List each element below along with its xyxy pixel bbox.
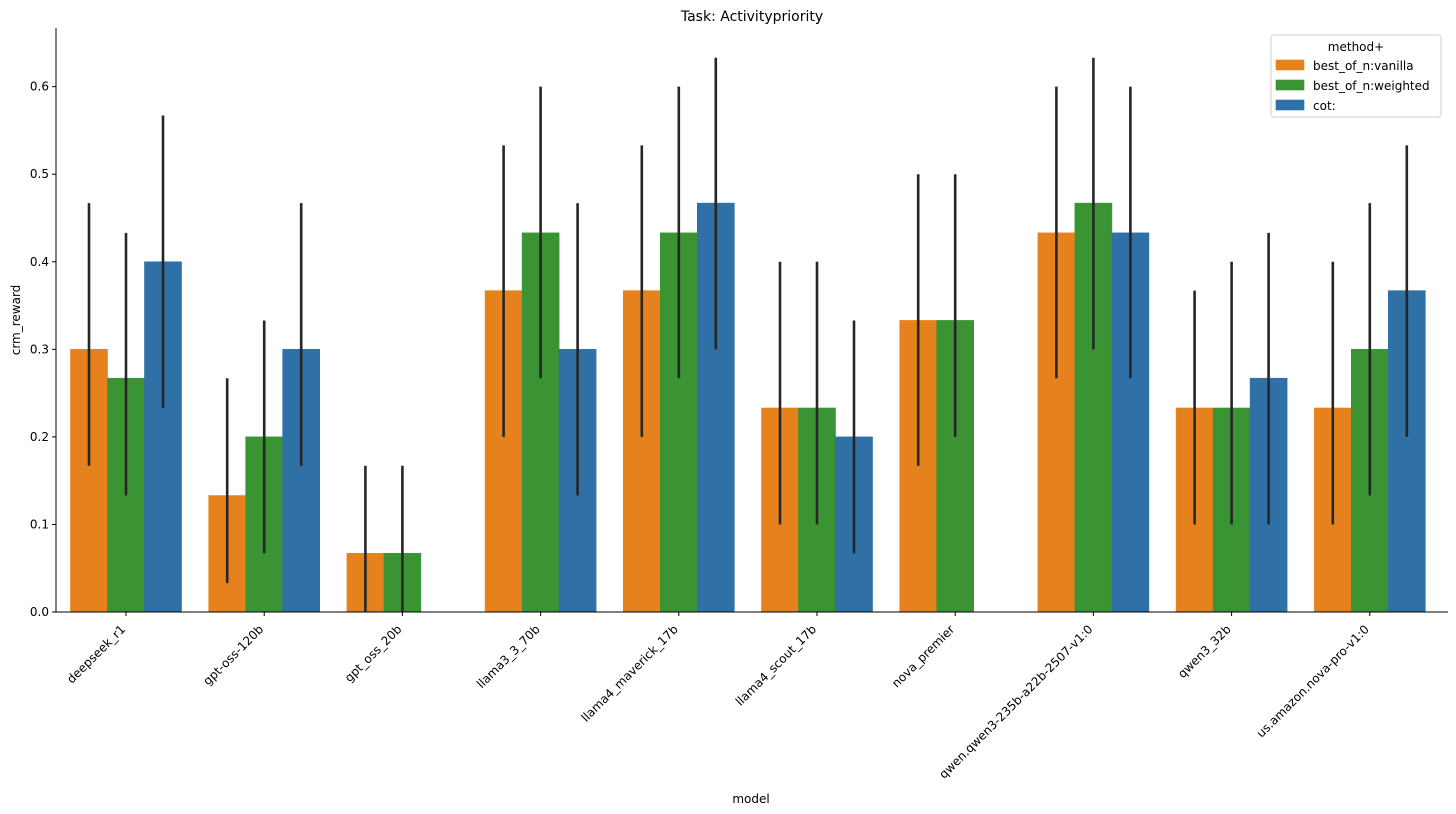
x-tick-label: deepseek_r1 xyxy=(64,622,128,686)
y-tick-label: 0.2 xyxy=(30,430,49,444)
legend: method+ best_of_n:vanilla best_of_n:weight… xyxy=(1270,34,1442,118)
x-tick-label: llama4_scout_17b xyxy=(733,622,819,708)
y-axis: 0.0 0.1 0.2 0.3 0.4 0.5 0.6 xyxy=(30,28,57,619)
legend-swatch xyxy=(1275,59,1305,71)
x-axis-label: model xyxy=(732,792,769,806)
x-tick-label: gpt_oss_20b xyxy=(342,622,405,685)
y-tick-label: 0.5 xyxy=(30,167,49,181)
y-axis-label: crm_reward xyxy=(9,285,23,356)
x-tick-label: us.amazon.nova-pro-v1:0 xyxy=(1254,622,1372,740)
x-tick-label: nova_premier xyxy=(889,622,957,690)
x-tick-label: llama3_3_70b xyxy=(474,622,543,691)
x-tick-label: gpt-oss-120b xyxy=(200,622,266,688)
y-tick-label: 0.1 xyxy=(30,517,49,531)
legend-entry: best_of_n:vanilla xyxy=(1313,59,1414,73)
y-tick-label: 0.6 xyxy=(30,80,49,94)
plot-area xyxy=(70,57,1426,613)
legend-entry: cot: xyxy=(1313,99,1336,113)
legend-box xyxy=(1270,34,1442,118)
legend-swatch xyxy=(1275,99,1305,111)
legend-entry: best_of_n:weighted xyxy=(1313,79,1430,93)
legend-swatch xyxy=(1275,79,1305,91)
legend-title: method+ xyxy=(1328,40,1384,54)
x-tick-label: llama4_maverick_17b xyxy=(578,622,680,724)
x-tick-label: qwen.qwen3-235b-a22b-2507-v1:0 xyxy=(936,622,1095,781)
y-tick-label: 0.4 xyxy=(30,255,49,269)
x-axis: deepseek_r1 gpt-oss-120b gpt_oss_20b llama3… xyxy=(56,611,1448,781)
x-tick-label: qwen3_32b xyxy=(1175,622,1234,681)
chart-title: Task: Activitypriority xyxy=(680,9,823,25)
y-tick-label: 0.3 xyxy=(30,342,49,356)
y-tick-label: 0.0 xyxy=(30,605,49,619)
